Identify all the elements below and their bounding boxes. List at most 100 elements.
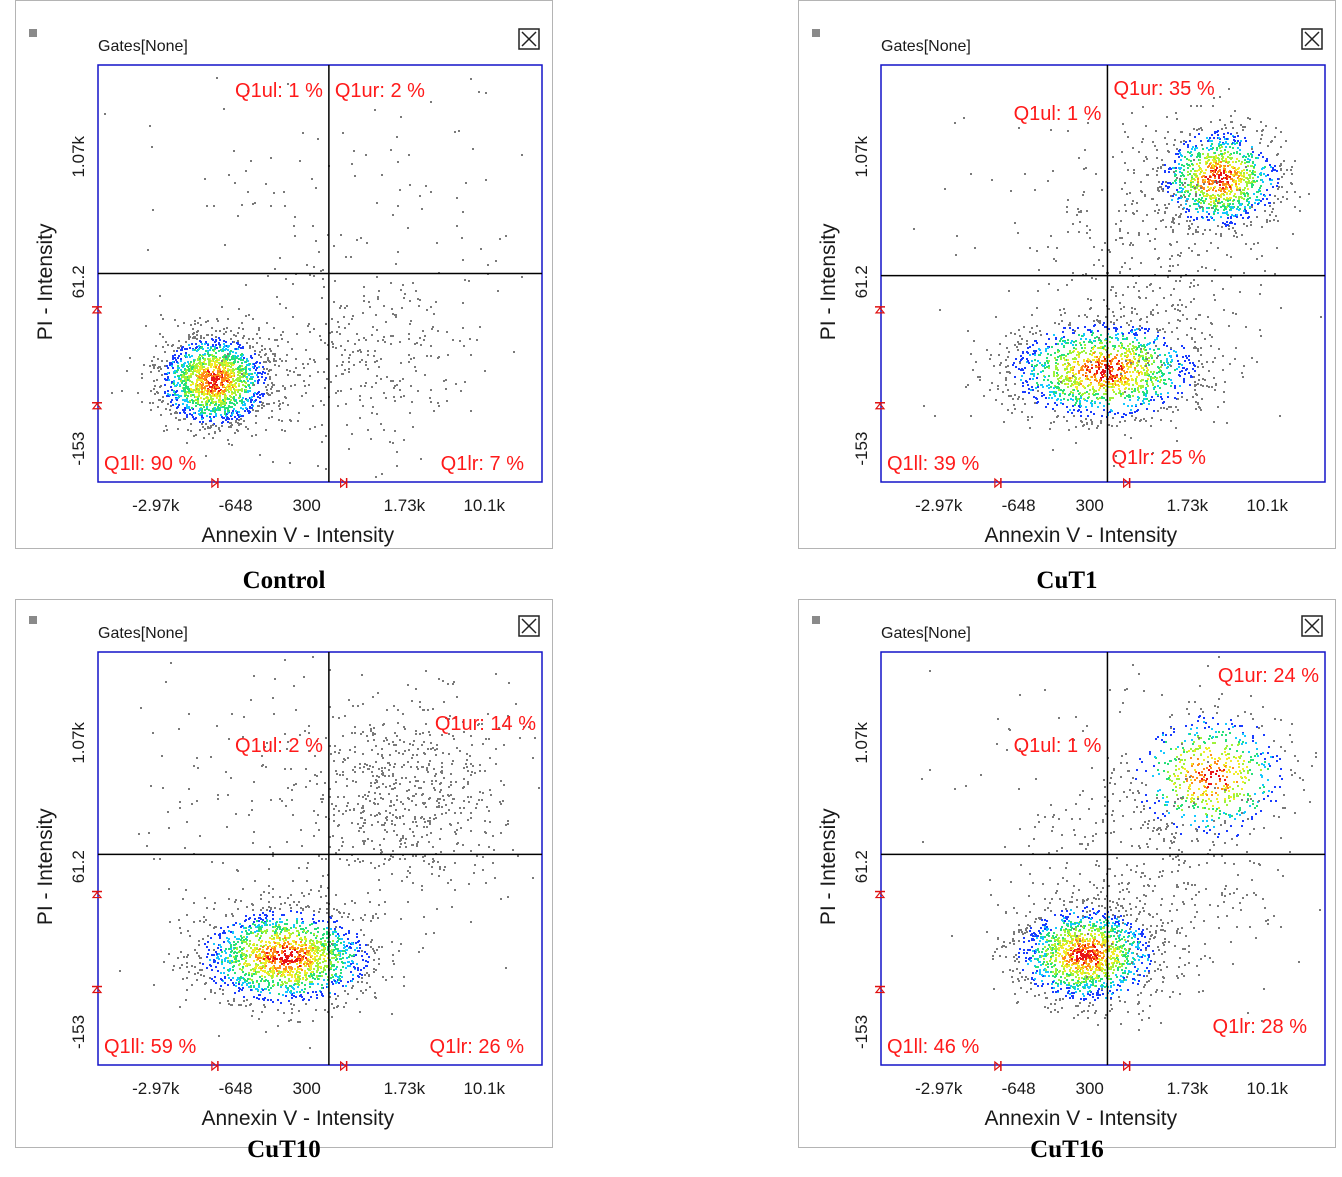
event-point [1129, 192, 1131, 194]
event-point [376, 413, 378, 415]
event-point [1063, 345, 1065, 347]
event-point [1067, 342, 1069, 344]
event-point [1240, 214, 1242, 216]
event-point [1181, 182, 1183, 184]
event-point [339, 333, 341, 335]
event-point [1219, 184, 1221, 186]
event-point [1200, 185, 1202, 187]
event-point [1159, 376, 1161, 378]
event-point [182, 346, 184, 348]
event-point [342, 361, 344, 363]
event-point [1188, 209, 1190, 211]
event-point [365, 361, 367, 363]
event-point [1227, 132, 1229, 134]
event-point [456, 225, 458, 227]
event-point [185, 354, 187, 356]
event-point [237, 380, 239, 382]
event-point [1228, 161, 1230, 163]
event-point [1028, 362, 1030, 364]
close-box-icon[interactable] [1301, 28, 1323, 50]
event-point [221, 392, 223, 394]
event-point [1248, 161, 1250, 163]
event-point [338, 326, 340, 328]
event-point [1193, 203, 1195, 205]
scatter-plot-cut1[interactable]: Gates[None]Q1ul: 1 %Q1ur: 35 %Q1ll: 39 %… [799, 1, 1337, 550]
event-point [1186, 399, 1188, 401]
event-point [1005, 384, 1007, 386]
event-point [209, 404, 211, 406]
event-point [268, 417, 270, 419]
event-point [1020, 355, 1022, 357]
event-point [1243, 169, 1245, 171]
event-point [1213, 202, 1215, 204]
event-point [293, 371, 295, 373]
event-point [1178, 156, 1180, 158]
event-point [194, 367, 196, 369]
event-point [1057, 386, 1059, 388]
event-point [1105, 393, 1107, 395]
event-point [1035, 350, 1037, 352]
event-point [1161, 398, 1163, 400]
event-point [1087, 397, 1089, 399]
event-point [1135, 378, 1137, 380]
event-point [487, 264, 489, 266]
scatter-plot-control[interactable]: Gates[None]Q1ul: 1 % Q1ur: 2 %Q1ll: 90 % Q… [16, 1, 554, 550]
event-point [370, 397, 372, 399]
event-point [1238, 183, 1240, 185]
event-point [1077, 351, 1079, 353]
event-point [1101, 415, 1103, 417]
event-point [383, 305, 385, 307]
event-point [1060, 314, 1062, 316]
event-point [1159, 354, 1161, 356]
event-point [211, 388, 213, 390]
event-point [1132, 363, 1134, 365]
event-point [197, 322, 199, 324]
event-point [1230, 276, 1232, 278]
event-point [1225, 146, 1227, 148]
event-point [1126, 355, 1128, 357]
event-point [266, 368, 268, 370]
event-point [1022, 357, 1024, 359]
event-point [1134, 367, 1136, 369]
close-box-icon[interactable] [518, 28, 540, 50]
event-point [1232, 207, 1234, 209]
event-point [1178, 206, 1180, 208]
event-point [1215, 169, 1217, 171]
event-point [206, 334, 208, 336]
event-point [206, 396, 208, 398]
event-point [1187, 191, 1189, 193]
event-point [1091, 400, 1093, 402]
event-point [1165, 207, 1167, 209]
event-point [334, 280, 336, 282]
event-point [261, 376, 263, 378]
event-point [1070, 342, 1072, 344]
event-point [1124, 420, 1126, 422]
event-point [1223, 198, 1225, 200]
event-point [1110, 362, 1112, 364]
event-point [998, 354, 1000, 356]
event-point [1214, 357, 1216, 359]
event-point [1160, 379, 1162, 381]
event-point [348, 371, 350, 373]
event-point [1239, 189, 1241, 191]
event-point [309, 331, 311, 333]
event-point [1003, 421, 1005, 423]
event-point [236, 412, 238, 414]
event-point [1164, 342, 1166, 344]
event-point [181, 364, 183, 366]
event-point [380, 423, 382, 425]
event-point [200, 324, 202, 326]
event-point [1054, 352, 1056, 354]
event-point [1090, 383, 1092, 385]
event-point [1185, 369, 1187, 371]
event-point [167, 390, 169, 392]
event-point [234, 432, 236, 434]
event-point [1062, 403, 1064, 405]
event-point [1249, 159, 1251, 161]
event-point [1140, 190, 1142, 192]
event-point [294, 235, 296, 237]
event-point [1047, 347, 1049, 349]
event-point [183, 384, 185, 386]
event-point [195, 396, 197, 398]
event-point [1188, 355, 1190, 357]
